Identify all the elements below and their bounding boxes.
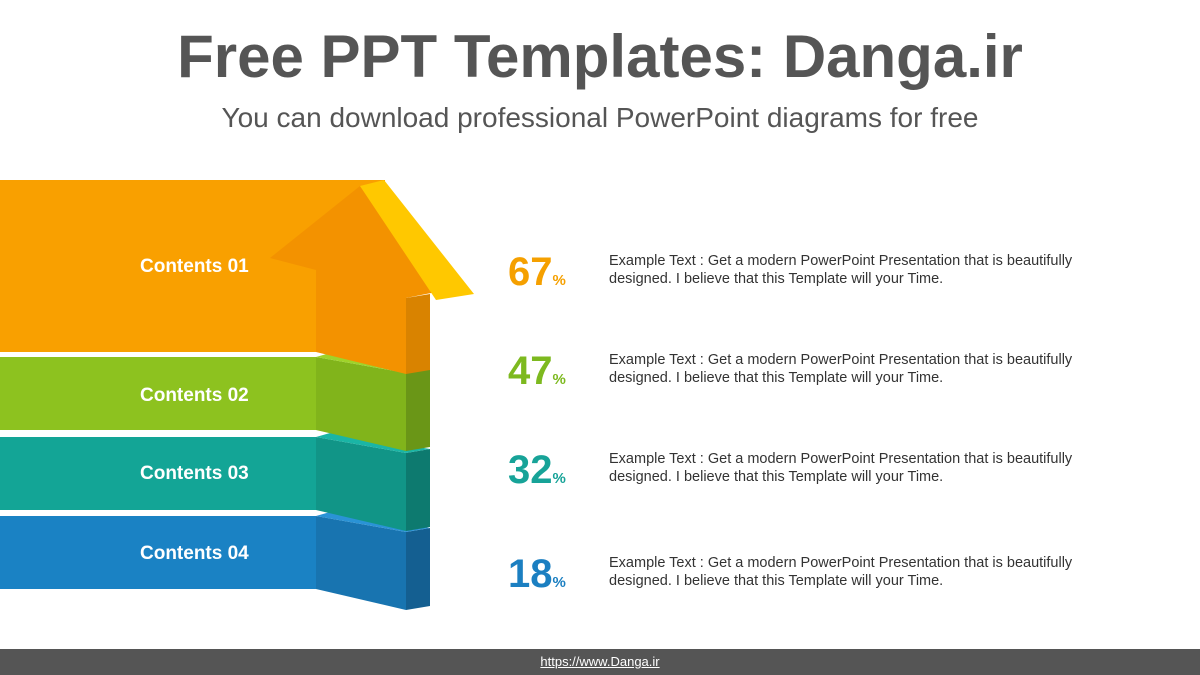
item-text: Example Text : Get a modern PowerPoint P… [609, 555, 1073, 589]
arrow-edge [406, 294, 430, 374]
percent: 47% [508, 349, 566, 394]
item-text: Example Text : Get a modern PowerPoint P… [609, 253, 1073, 287]
arrow-side [270, 186, 436, 374]
band-front [0, 516, 316, 589]
item-label: Contents 01 [140, 256, 249, 277]
band-edge [406, 369, 430, 451]
percent-value: 18 [508, 552, 553, 596]
percent-value: 47 [508, 349, 553, 393]
band-side [316, 516, 406, 610]
percent-unit: % [552, 272, 566, 289]
percent-value: 32 [508, 448, 553, 492]
percent-unit: % [552, 470, 566, 487]
title: Free PPT Templates: Danga.ir [177, 23, 1023, 90]
band-side [316, 357, 406, 451]
item-text: Example Text : Get a modern PowerPoint P… [609, 451, 1073, 485]
item-label: Contents 02 [140, 385, 249, 406]
arrow-top [360, 180, 474, 300]
footer-link[interactable]: https://www.Danga.ir [540, 654, 660, 669]
band-front [0, 437, 316, 510]
percent-unit: % [552, 574, 566, 591]
band-edge [406, 449, 430, 531]
band-front [0, 180, 385, 352]
item-text: Example Text : Get a modern PowerPoint P… [609, 352, 1073, 386]
band-front [0, 357, 316, 430]
percent: 32% [508, 448, 566, 493]
percent: 18% [508, 552, 566, 597]
percent-unit: % [552, 371, 566, 388]
percent: 67% [508, 250, 566, 295]
band-edge [406, 528, 430, 610]
band-side [316, 437, 406, 531]
subtitle: You can download professional PowerPoint… [221, 102, 979, 133]
footer: https://www.Danga.ir [0, 649, 1200, 675]
item-label: Contents 03 [140, 463, 249, 484]
item-label: Contents 04 [140, 543, 249, 564]
percent-value: 67 [508, 250, 553, 294]
